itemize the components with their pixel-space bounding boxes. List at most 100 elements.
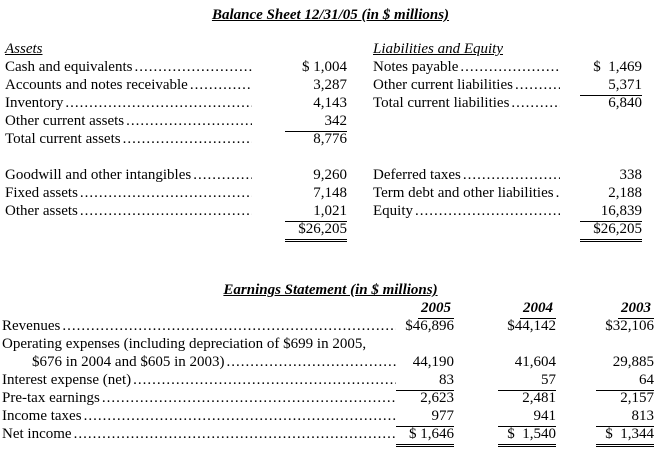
value-2005: $46,896 (405, 318, 454, 334)
line-item-amount: 1,021 (252, 202, 347, 222)
line-item-amount: $26,205 (252, 220, 347, 242)
dot-leader (62, 317, 396, 335)
dot-leader (65, 94, 252, 112)
line-item-label: Equity (373, 203, 413, 219)
dot-leader (415, 202, 560, 220)
line-item-label: Goodwill and other intangibles (5, 167, 192, 183)
value-2003: $ 1,344 (596, 425, 654, 447)
value-2003: 813 (596, 407, 654, 427)
year-header-2005: 2005 (418, 299, 454, 319)
spacer-row (373, 148, 642, 166)
dot-leader (123, 130, 252, 148)
dot-leader (193, 166, 252, 184)
line-item-deferred-taxes: Deferred taxes 338 (373, 166, 642, 184)
value-2004: 41,604 (514, 354, 556, 370)
dot-leader (511, 94, 560, 112)
line-item-amount: 6,840 (608, 95, 642, 111)
line-item-label: Operating expenses (including depreciati… (2, 336, 367, 352)
dot-leader (460, 58, 560, 76)
spacer-row (5, 148, 347, 166)
line-item-total-current-liabilities: Total current liabilities 6,840 (373, 94, 642, 112)
dot-leader (134, 58, 252, 76)
line-item-label: Inventory (5, 95, 64, 111)
dot-leader (463, 166, 560, 184)
line-item-label: Revenues (2, 318, 61, 334)
year-header-cell: 2004 (498, 299, 556, 320)
line-item-amount: 7,148 (313, 185, 347, 201)
value-2003: 64 (596, 371, 654, 391)
year-header-cell: 2003 (596, 299, 654, 320)
balance-sheet-title: Balance Sheet 12/31/05 (in $ millions) (211, 7, 450, 23)
line-item-label: Cash and equivalents (5, 59, 133, 75)
line-item-term-debt: Term debt and other liabilities 2,188 (373, 184, 642, 202)
line-item-operating-expenses-line1: Operating expenses (including depreciati… (2, 335, 654, 353)
line-item-amount: 8,776 (313, 131, 347, 147)
dot-leader (84, 407, 396, 425)
line-item-total-assets: $26,205 (5, 220, 347, 242)
line-item-label: Other assets (5, 203, 78, 219)
line-item-amount: 16,839 (560, 202, 642, 222)
line-item-equity: Equity 16,839 (373, 202, 642, 222)
value-2004: $ 1,540 (498, 425, 556, 447)
dot-leader (515, 76, 560, 94)
year-header-2004: 2004 (520, 299, 556, 319)
dot-leader (80, 184, 252, 202)
line-item-interest-expense: Interest expense (net) 83 57 64 (2, 371, 654, 391)
value-2003: 2,157 (620, 390, 654, 406)
line-item-label: Total current assets (5, 131, 121, 147)
line-item-label: Pre-tax earnings (2, 390, 100, 406)
value-2003: 29,885 (612, 354, 654, 370)
year-header-2003: 2003 (618, 299, 654, 319)
line-item-label: Net income (2, 426, 72, 442)
line-item-amount: 2,188 (608, 185, 642, 201)
line-item-goodwill: Goodwill and other intangibles 9,260 (5, 166, 347, 184)
value-2003: $32,106 (605, 318, 654, 334)
line-item-receivables: Accounts and notes receivable 3,287 (5, 76, 347, 94)
line-item-amount: 5,371 (560, 76, 642, 96)
line-item-label: Notes payable (373, 59, 459, 75)
line-item-label: Other current liabilities (373, 77, 513, 93)
value-2004: 57 (498, 371, 556, 391)
line-item-amount: $26,205 (560, 220, 642, 242)
line-item-operating-expenses-line2: $676 in 2004 and $605 in 2003) 44,190 41… (2, 353, 654, 371)
dot-leader (227, 353, 397, 371)
value-2005: 2,623 (420, 390, 454, 406)
line-item-label: Total current liabilities (373, 95, 510, 111)
line-item-label: Other current assets (5, 113, 125, 129)
line-item-label: Fixed assets (5, 185, 78, 201)
earnings-statement: 2005 2004 2003 Revenues $46,896 $44,142 … (0, 299, 661, 447)
assets-heading: Assets (5, 41, 43, 57)
value-2005: 977 (396, 407, 454, 427)
value-2004: 2,481 (522, 390, 556, 406)
line-item-other-current-liabilities: Other current liabilities 5,371 (373, 76, 642, 96)
line-item-amount: 3,287 (313, 77, 347, 93)
value-2004: $44,142 (507, 318, 556, 334)
dot-leader (74, 425, 396, 443)
line-item-total-liabilities-equity: $26,205 (373, 220, 642, 242)
line-item-other-current-assets: Other current assets 342 (5, 112, 347, 132)
line-item-amount: 9,260 (313, 167, 347, 183)
line-item-income-taxes: Income taxes 977 941 813 (2, 407, 654, 427)
year-header-row: 2005 2004 2003 (2, 299, 654, 320)
earnings-statement-title: Earnings Statement (in $ millions) (223, 282, 438, 298)
line-item-cash: Cash and equivalents $ 1,004 (5, 58, 347, 76)
spacer-row (373, 112, 642, 130)
line-item-notes-payable: Notes payable $ 1,469 (373, 58, 642, 76)
dot-leader (80, 202, 252, 220)
value-2004: 941 (498, 407, 556, 427)
spacer-row (373, 130, 642, 148)
value-2005: 83 (396, 371, 454, 391)
line-item-label: $676 in 2004 and $605 in 2003) (32, 354, 225, 370)
line-item-pretax-earnings: Pre-tax earnings 2,623 2,481 2,157 (2, 389, 654, 407)
dot-leader (126, 112, 252, 130)
line-item-label: Deferred taxes (373, 167, 461, 183)
line-item-amount: 4,143 (313, 95, 347, 111)
dot-leader (190, 76, 252, 94)
line-item-amount: 342 (252, 112, 347, 132)
assets-section: Assets Cash and equivalents $ 1,004 Acco… (5, 40, 347, 242)
line-item-label: Interest expense (net) (2, 372, 132, 388)
year-header-cell: 2005 (396, 299, 454, 320)
line-item-amount: $ 1,004 (302, 59, 347, 75)
line-item-label: Term debt and other liabilities (373, 185, 554, 201)
line-item-total-current-assets: Total current assets 8,776 (5, 130, 347, 148)
